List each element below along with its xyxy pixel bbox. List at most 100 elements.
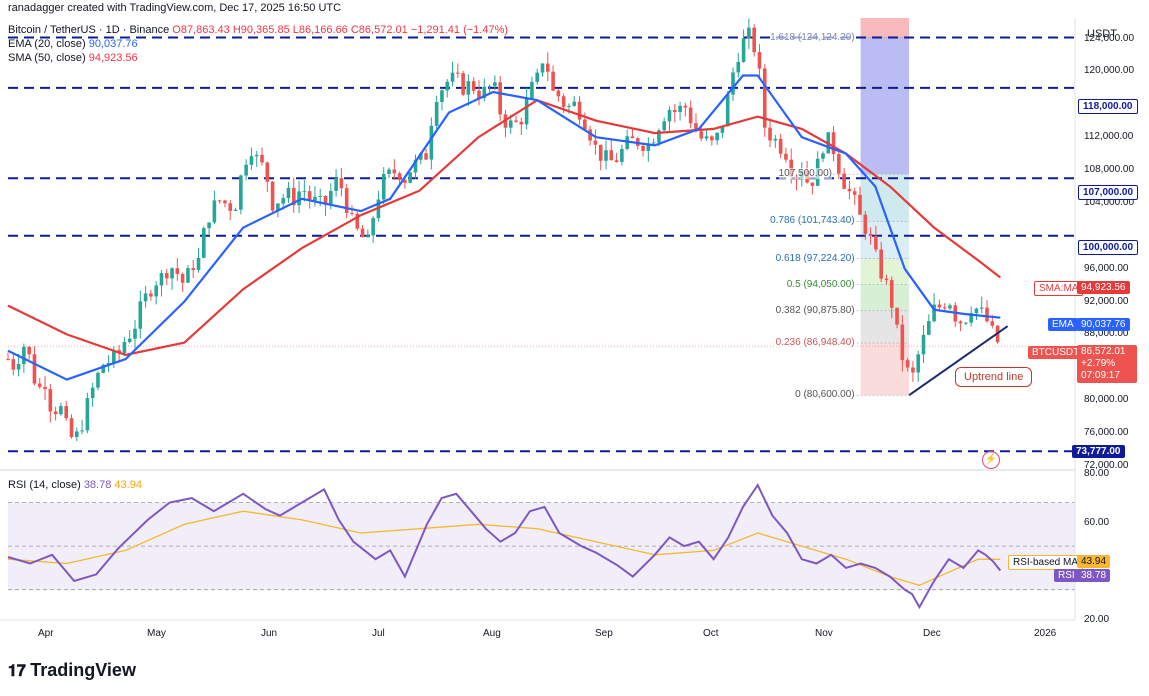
candle-body [736,61,741,73]
candle-body [101,364,106,373]
time-label-2026: 2026 [1034,628,1057,639]
ohlc-values: O87,863.43 H90,365.85 L86,166.66 C86,572… [172,24,509,36]
candle-body [837,154,841,174]
candle-body [477,90,481,99]
rsi-ma-legend-value: 43.94 [114,479,142,491]
sma50-line [7,98,1001,357]
candle-body [360,228,365,238]
candle-body [784,153,788,160]
candle-body [90,387,95,399]
candle-body [530,81,534,99]
candle-body [138,301,143,329]
candle-body [318,196,323,198]
candle-body [895,307,899,325]
candle-body [371,218,375,236]
candle-body [43,386,47,390]
candle-body [291,188,296,206]
candle-body [334,178,338,191]
candle-body [778,138,783,154]
candle-body [964,322,968,324]
time-label-jul: Jul [372,628,385,639]
candle-body [630,136,635,139]
candle-body [979,307,984,309]
candle-body [773,138,778,141]
candle-body [302,191,307,193]
candle-body [508,120,513,128]
candle-body [122,342,127,354]
candle-body [662,121,667,131]
candle-body [932,304,936,322]
candle-body [392,169,397,174]
candle-body [48,389,53,412]
candle-body [27,346,31,355]
candle-body [900,324,905,361]
candle-body [858,194,862,215]
candle-body [265,162,270,182]
candle-body [85,398,90,431]
candle-body [487,86,492,88]
candle-body [307,191,312,201]
candle-body [249,156,254,165]
time-label-aug: Aug [483,628,501,639]
candle-body [424,153,428,160]
price-axis-label: 124,000.00 [1084,32,1135,44]
candle-body [948,305,952,309]
creator-credit: ranadagger created with TradingView.com,… [8,2,342,14]
candle-body [413,159,418,173]
candle-body [916,354,921,373]
rsi-legend[interactable]: RSI (14, close) 38.78 43.94 [8,479,142,491]
candle-body [418,153,423,160]
btc-tag-price: 86,572.01 [1081,346,1126,357]
rsi-legend-value: 38.78 [83,479,112,491]
fib-label-6: 0.236 (86,948.40) [775,337,855,349]
candle-body [403,179,407,183]
time-label-oct: Oct [703,628,719,639]
fib-label-7: 0 (80,600.00) [795,389,855,401]
candle-body [286,188,291,199]
candle-body [323,196,328,205]
candle-body [196,257,201,270]
time-label-sep: Sep [595,628,613,639]
candle-body [884,278,889,281]
candle-body [202,228,206,258]
candle-body [217,200,222,202]
candle-body [577,101,582,120]
level-tag-73777: 73,777.00 [1072,445,1125,458]
candle-body [429,125,434,160]
candle-body [651,142,656,144]
candle-body [540,63,545,73]
candle-body [471,81,476,91]
candle-body [64,406,69,419]
candle-body [254,154,259,157]
footer-brand: TradingView [30,660,136,680]
rsima-tag-value: 43.94 [1077,555,1111,568]
uptrend-line-annotation[interactable]: Uptrend line [955,367,1033,387]
candle-body [609,150,614,161]
candle-body [863,214,868,234]
candle-body [683,105,688,108]
candle-body [366,235,370,238]
candle-body [847,188,852,192]
candle-body [593,140,598,145]
time-label-may: May [147,628,166,639]
candle-body [493,82,497,87]
candle-body [519,121,524,125]
candle-body [561,96,566,107]
candle-body [344,188,349,213]
lightning-icon[interactable]: ⚡ [982,451,1000,469]
candle-body [80,430,84,432]
candle-body [646,143,651,151]
candle-body [381,174,386,200]
candle-body [789,159,794,177]
price-axis-label: 80,000.00 [1084,394,1129,406]
ema-legend[interactable]: EMA (20, close) 90,037.76 [8,38,138,50]
candle-body [350,212,354,214]
symbol-title[interactable]: Bitcoin / TetherUS · 1D · Binance [8,24,170,36]
candle-body [942,307,947,309]
btc-price-tag: 86,572.01 +2.79% 07:09:17 [1077,345,1137,383]
fib-label-1: 107,500.00) [778,168,832,180]
sma-legend[interactable]: SMA (50, close) 94,923.56 [8,52,138,64]
candle-body [96,372,100,388]
candle-body [598,144,603,161]
